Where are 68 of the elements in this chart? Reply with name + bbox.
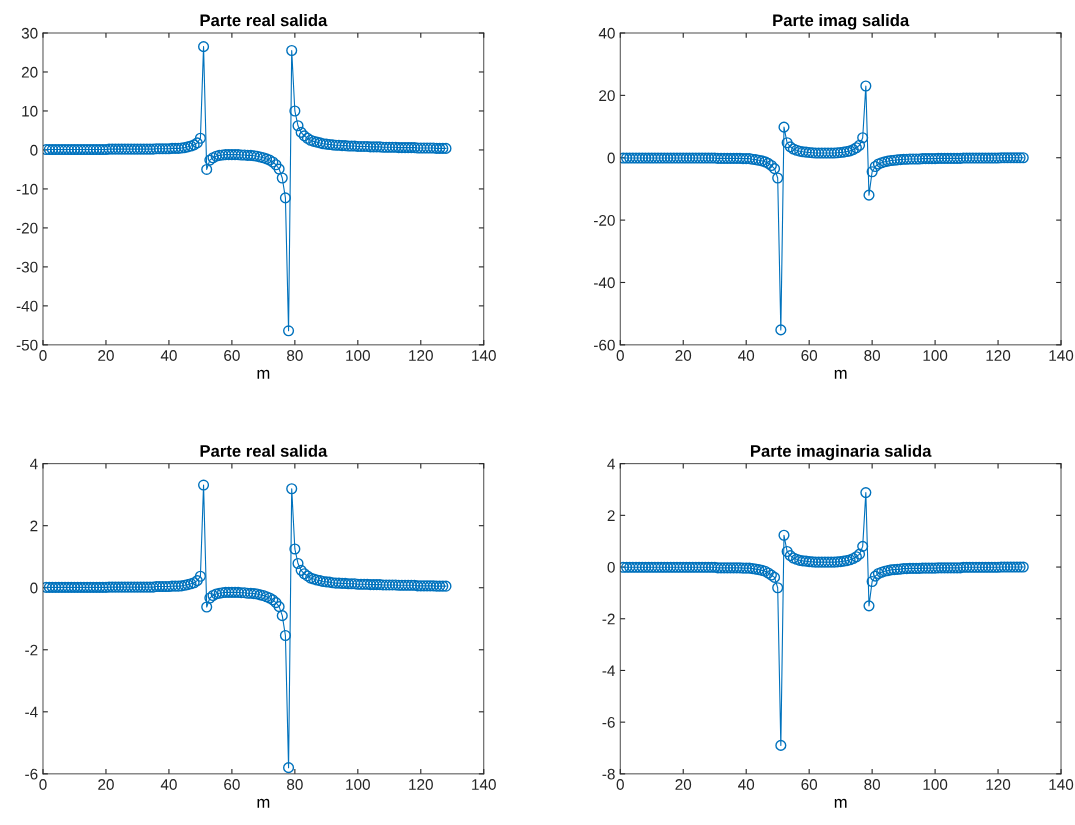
x-tick-label: 140 — [1049, 350, 1074, 361]
x-tick-label: 100 — [346, 779, 370, 790]
y-tick-label: 0 — [607, 561, 615, 573]
x-tick-label: 100 — [923, 350, 948, 361]
y-tick-label: 20 — [599, 90, 615, 102]
y-tick-label: -40 — [594, 277, 615, 289]
y-tick-label: -30 — [16, 261, 38, 273]
x-tick-label: 120 — [986, 350, 1011, 361]
x-axis-title: m — [834, 369, 847, 379]
x-tick-label: 0 — [39, 779, 47, 790]
x-tick-label: 120 — [409, 350, 433, 361]
y-tick-label: -6 — [602, 717, 615, 728]
x-tick-label: 20 — [675, 779, 692, 790]
x-tick-label: 80 — [864, 350, 881, 361]
y-tick-label: 4 — [29, 458, 38, 470]
y-tick-label: 4 — [607, 458, 615, 470]
y-tick-label: 0 — [30, 582, 38, 594]
chart-title: Parte imaginaria salida — [750, 444, 932, 461]
y-tick-label: 10 — [22, 105, 38, 117]
x-tick-label: 100 — [923, 779, 948, 790]
x-tick-label: 60 — [224, 350, 240, 361]
x-tick-label: 100 — [346, 350, 370, 361]
y-tick-label: -20 — [16, 222, 38, 234]
chart-title: Parte imag salida — [773, 13, 910, 30]
x-axis-title: m — [257, 798, 270, 808]
x-tick-label: 20 — [675, 350, 692, 361]
x-tick-label: 0 — [616, 350, 624, 361]
x-tick-label: 40 — [160, 779, 177, 790]
y-tick-label: 2 — [30, 520, 38, 532]
x-tick-label: 20 — [98, 779, 114, 790]
x-tick-label: 140 — [472, 350, 496, 361]
x-tick-label: 80 — [287, 779, 303, 790]
x-tick-label: 60 — [801, 779, 818, 790]
x-tick-label: 140 — [1049, 779, 1074, 790]
x-axis-title: m — [834, 798, 847, 808]
y-tick-label: -4 — [25, 706, 38, 718]
x-tick-label: 20 — [98, 350, 114, 361]
x-tick-label: 120 — [986, 779, 1011, 790]
chart-title: Parte real salida — [200, 13, 328, 27]
y-tick-label: -4 — [602, 665, 615, 676]
y-tick-label: -20 — [594, 214, 615, 226]
y-tick-label: 2 — [607, 510, 615, 521]
x-tick-label: 40 — [160, 350, 177, 361]
y-tick-label: -6 — [25, 768, 38, 780]
x-tick-label: 140 — [472, 779, 496, 790]
x-tick-label: 40 — [738, 779, 755, 790]
y-tick-label: -40 — [16, 300, 38, 312]
x-tick-label: 60 — [224, 779, 240, 790]
y-tick-label: 0 — [30, 144, 38, 156]
x-tick-label: 0 — [616, 779, 624, 790]
y-tick-label: 20 — [21, 66, 38, 78]
chart-title: Parte real salida — [200, 444, 328, 457]
y-tick-label: -60 — [594, 339, 615, 351]
x-tick-label: 80 — [864, 779, 881, 790]
x-tick-label: 40 — [738, 350, 755, 361]
y-tick-label: -10 — [16, 183, 38, 195]
y-tick-label: -2 — [25, 644, 38, 656]
x-axis-title: m — [257, 369, 270, 379]
y-tick-label: -8 — [602, 768, 615, 780]
x-tick-label: 120 — [409, 779, 433, 790]
y-tick-label: -2 — [602, 613, 615, 625]
x-tick-label: 80 — [287, 350, 303, 361]
y-tick-label: 40 — [598, 27, 615, 39]
x-tick-label: 0 — [39, 350, 47, 361]
x-tick-label: 60 — [801, 350, 818, 361]
y-tick-label: -50 — [16, 339, 38, 351]
y-tick-label: 0 — [607, 152, 615, 164]
y-tick-label: 30 — [21, 27, 38, 39]
